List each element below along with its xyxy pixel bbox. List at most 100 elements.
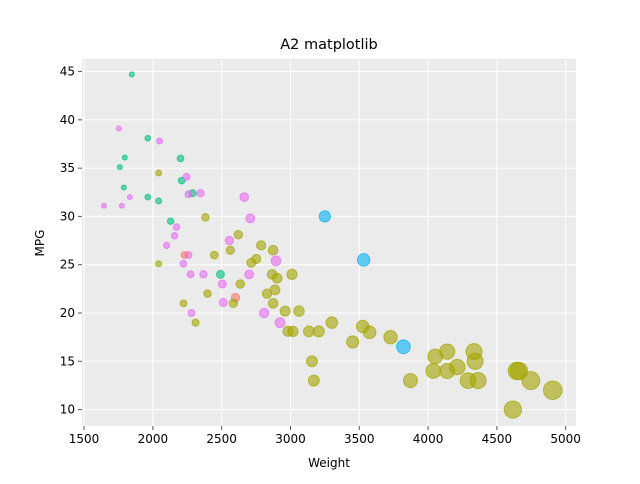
data-point (246, 257, 257, 268)
data-point (210, 250, 219, 260)
data-point (176, 154, 185, 163)
data-point (187, 309, 196, 318)
data-point (521, 371, 541, 391)
points (101, 71, 563, 419)
data-point (186, 270, 195, 279)
x-tick-label: 4500 (482, 432, 513, 446)
data-point (199, 270, 208, 279)
data-point (224, 235, 234, 246)
data-point (318, 210, 332, 223)
data-point (439, 343, 456, 360)
data-point (155, 197, 163, 205)
data-point (396, 339, 411, 355)
x-tick-label: 3000 (275, 432, 306, 446)
y-tick-label: 40 (60, 113, 75, 127)
data-point (286, 268, 298, 280)
x-tick-label: 1500 (69, 432, 100, 446)
data-point (166, 217, 175, 225)
data-point (218, 297, 228, 307)
data-point (179, 299, 188, 308)
data-point (271, 272, 283, 284)
x-tick-label: 2500 (206, 432, 237, 446)
data-point (270, 255, 282, 267)
data-point (306, 355, 318, 368)
y-tick-label: 10 (60, 403, 75, 417)
data-point (184, 190, 193, 199)
y-tick-label: 35 (60, 161, 75, 175)
data-point (307, 374, 320, 387)
data-point (233, 230, 244, 240)
data-point (156, 137, 164, 145)
data-point (244, 269, 255, 280)
data-point (144, 193, 152, 201)
data-point (121, 154, 128, 161)
x-tick-label: 5000 (550, 432, 581, 446)
data-point (466, 352, 484, 370)
x-axis-ticks: 1500 2000 2500 3000 3500 4000 4500 5000 (69, 426, 581, 446)
chart-title: A2 matplotlib (280, 37, 378, 53)
data-point (128, 71, 135, 78)
data-point (402, 373, 418, 389)
data-point (118, 202, 125, 209)
y-axis-ticks: 10 15 20 25 30 35 40 45 (60, 65, 82, 417)
x-tick-label: 2000 (138, 432, 169, 446)
data-point (215, 269, 225, 279)
data-point (542, 380, 563, 401)
y-tick-label: 20 (60, 306, 75, 320)
plot-background (82, 59, 576, 426)
data-point (469, 372, 487, 390)
data-point (503, 400, 522, 419)
data-point (172, 223, 181, 231)
data-point (182, 172, 191, 181)
data-point (325, 316, 338, 329)
data-point (303, 325, 315, 338)
data-point (155, 169, 163, 177)
data-point (239, 192, 250, 202)
data-point (116, 164, 123, 171)
data-point (449, 358, 466, 376)
data-point (144, 134, 152, 142)
y-tick-label: 30 (60, 209, 75, 223)
data-point (180, 251, 189, 259)
data-point (245, 213, 256, 224)
data-point (170, 232, 179, 240)
data-point (261, 288, 273, 299)
data-point (126, 194, 133, 201)
data-point (120, 184, 127, 191)
y-tick-label: 15 (60, 354, 75, 368)
data-point (203, 289, 212, 298)
data-point (179, 259, 188, 268)
data-point (279, 305, 291, 317)
data-point (196, 189, 205, 198)
data-point (217, 279, 227, 289)
x-tick-label: 4000 (413, 432, 444, 446)
data-point (191, 318, 200, 327)
data-point (362, 325, 377, 340)
data-point (274, 317, 286, 329)
data-point (293, 305, 305, 317)
data-point (425, 363, 442, 379)
x-axis-label: Weight (308, 456, 350, 470)
data-point (312, 325, 325, 338)
x-tick-label: 3500 (344, 432, 375, 446)
data-point (259, 307, 270, 319)
data-point (267, 244, 279, 256)
data-point (225, 245, 235, 255)
data-point (163, 241, 171, 249)
data-point (228, 298, 239, 309)
data-point (256, 240, 267, 251)
data-point (177, 176, 186, 185)
y-tick-label: 25 (60, 258, 75, 272)
data-point (115, 125, 122, 132)
y-tick-label: 45 (60, 65, 75, 79)
data-point (201, 213, 210, 222)
data-point (235, 279, 246, 289)
data-point (346, 335, 360, 349)
data-point (155, 260, 163, 268)
data-point (101, 202, 108, 209)
data-point (383, 329, 398, 345)
y-axis-label: MPG (33, 230, 47, 257)
data-point (267, 298, 279, 309)
data-point (356, 253, 371, 267)
